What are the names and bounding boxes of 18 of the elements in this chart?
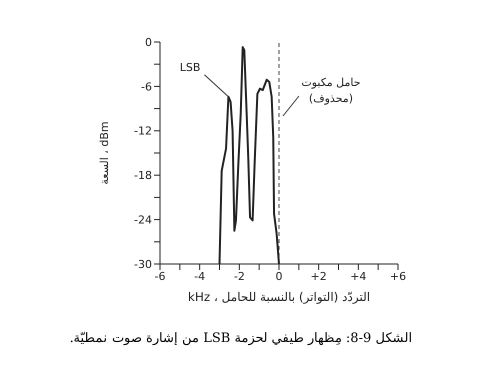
x-tick-label: +4 [350,270,366,283]
text: الشكل 9-8: مِظهار طيفي لحزمة LSB من إشارة صوت نمطيّة. [68,330,414,346]
x-tick-label: -4 [194,270,206,283]
x-tick-label: +6 [390,270,406,283]
y-tick-label: -18 [134,169,152,182]
y-tick-label: -12 [134,124,152,138]
y-tick-label: -24 [134,214,152,227]
x-tick-label: 0 [276,270,282,283]
annotation: حامل مكبوت (محذوف) [301,76,361,105]
y-tick-label: 0 [145,36,152,49]
annotation: LSB [180,60,200,74]
y-tick-label: -6 [141,80,152,94]
x-tick-label: -2 [234,270,245,283]
x-tick-label: +2 [310,270,327,283]
y-tick-label: -30 [134,258,152,271]
x-tick-label: -6 [154,270,166,283]
y-axis-title: السعة ، dBm [98,121,111,185]
x-axis-title: التردّد (التواتر) بالنسبة للحامل ، kHz [186,290,372,304]
